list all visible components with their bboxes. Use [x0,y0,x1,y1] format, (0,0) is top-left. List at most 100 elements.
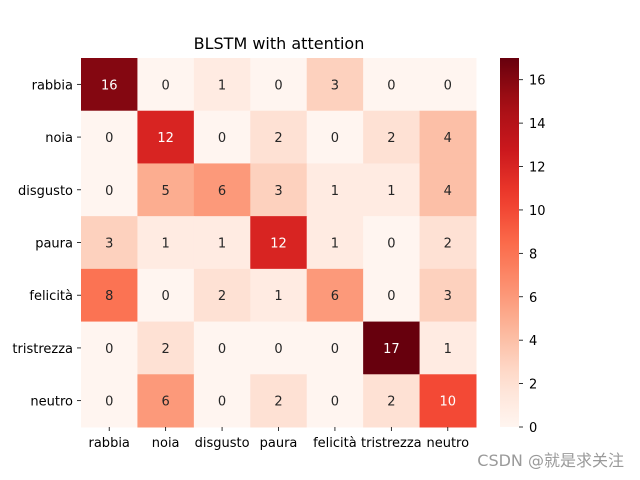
cell-2-2 [193,163,251,217]
cell-3-0 [81,216,138,270]
cell-1-6 [419,110,477,164]
cell-2-3 [250,163,308,217]
cell-value-2-0: 0 [105,184,113,199]
cell-3-2 [193,216,251,270]
cell-value-0-1: 0 [162,78,170,93]
y-tick-label-5: tristrezza [12,342,73,357]
cell-3-1 [137,216,195,270]
y-tick-label-1: noia [45,131,73,146]
cell-value-3-1: 1 [162,237,170,252]
cell-value-1-0: 0 [105,131,113,146]
cell-4-0 [81,268,138,323]
cell-value-2-4: 1 [331,184,339,199]
cell-6-6 [419,374,477,428]
cell-value-1-5: 2 [387,131,395,146]
cell-2-0 [81,163,138,217]
cell-value-0-4: 3 [331,78,339,93]
cell-value-6-2: 0 [218,395,226,410]
cell-0-6 [419,58,477,112]
cell-value-5-3: 0 [274,342,282,357]
cell-4-4 [306,268,364,323]
x-tick-label-5: tristrezza [361,436,422,451]
colorbar-tick-label-2: 4 [529,334,537,349]
cell-value-1-3: 2 [274,131,282,146]
cell-value-5-4: 0 [331,342,339,357]
cell-value-1-2: 0 [218,131,226,146]
cell-6-5 [363,374,421,428]
cell-0-1 [137,58,195,112]
cell-4-3 [250,268,308,323]
cell-value-6-3: 2 [274,395,282,410]
cell-value-0-0: 16 [101,78,118,93]
cell-5-0 [81,321,138,375]
cell-value-6-0: 0 [105,395,113,410]
cell-value-0-3: 0 [274,78,282,93]
cell-value-5-1: 2 [162,342,170,357]
cell-value-2-3: 3 [274,184,282,199]
cell-value-1-6: 4 [444,131,452,146]
cell-value-4-1: 0 [162,289,170,304]
cell-value-3-4: 1 [331,237,339,252]
cell-6-3 [250,374,308,428]
y-tick-label-3: paura [35,237,73,252]
cell-value-2-2: 6 [218,184,226,199]
cell-0-3 [250,58,308,112]
cell-value-3-0: 3 [105,237,113,252]
cell-2-6 [419,163,477,217]
cell-0-5 [363,58,421,112]
cell-5-1 [137,321,195,375]
chart-title: BLSTM with attention [194,34,365,53]
heatmap-cells: 16 0 1 0 3 0 00 12 0 2 0 2 40 5 6 3 1 1 43 1 1 12 1 0 28 0 2 1 6 0 30 2… [81,58,477,428]
cell-2-5 [363,163,421,217]
cell-value-2-6: 4 [444,184,452,199]
cell-2-1 [137,163,195,217]
y-tick-label-0: rabbia [32,78,73,93]
cell-value-6-6: 10 [440,395,457,410]
colorbar-tick-label-5: 10 [529,204,546,219]
cell-6-0 [81,374,138,428]
colorbar-tick-label-6: 12 [529,161,546,176]
cell-value-6-4: 0 [331,395,339,410]
cell-0-2 [193,58,251,112]
cell-value-5-6: 1 [444,342,452,357]
y-axis-ticks: rabbia noia disgusto paura felicità tristrezz… [12,78,81,410]
cell-1-5 [363,110,421,164]
cell-value-0-6: 0 [444,78,452,93]
cell-value-2-5: 1 [387,184,395,199]
cell-6-1 [137,374,195,428]
x-tick-label-6: neutro [426,436,469,451]
cell-3-6 [419,216,477,270]
colorbar: 0 2 4 6 8 10 12 14 16 [500,58,546,436]
cell-value-4-3: 1 [274,289,282,304]
cell-value-5-0: 0 [105,342,113,357]
cell-3-5 [363,216,421,270]
y-tick-label-6: neutro [30,395,73,410]
y-tick-label-2: disgusto [18,184,73,199]
colorbar-tick-label-3: 6 [529,291,537,306]
colorbar-tick-label-7: 14 [529,117,546,132]
colorbar-gradient [500,58,519,427]
cell-value-4-0: 8 [105,289,113,304]
y-tick-label-4: felicità [29,289,73,304]
cell-value-5-2: 0 [218,342,226,357]
cell-value-0-2: 1 [218,78,226,93]
x-tick-label-2: disgusto [195,436,250,451]
watermark: CSDN @就是求关注 [477,451,624,470]
colorbar-tick-label-0: 0 [529,421,537,436]
cell-value-3-5: 0 [387,237,395,252]
cell-value-6-1: 6 [162,395,170,410]
x-tick-label-1: noia [152,436,180,451]
cell-value-3-6: 2 [444,237,452,252]
cell-5-4 [306,321,364,375]
cell-4-6 [419,268,477,323]
cell-2-4 [306,163,364,217]
cell-value-4-2: 2 [218,289,226,304]
cell-1-1 [137,110,195,164]
cell-5-2 [193,321,251,375]
cell-4-2 [193,268,251,323]
cell-value-6-5: 2 [387,395,395,410]
colorbar-tick-label-8: 16 [529,74,546,89]
cell-value-1-4: 0 [331,131,339,146]
cell-1-0 [81,110,138,164]
cell-4-5 [363,268,421,323]
